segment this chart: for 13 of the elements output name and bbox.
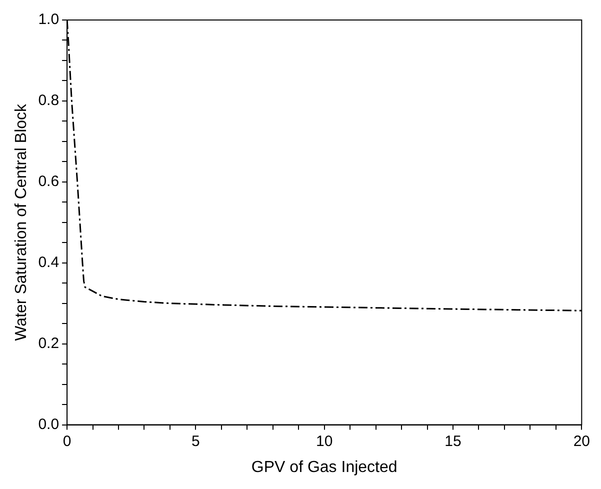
y-tick-label: 0.0: [38, 416, 60, 433]
y-tick-label: 0.6: [38, 173, 60, 190]
x-axis-title: GPV of Gas Injected: [251, 458, 398, 476]
x-tick-label: 10: [316, 432, 333, 450]
y-axis-title: Water Saturation of Central Block: [13, 102, 30, 341]
y-tick-label: 0.8: [38, 92, 60, 110]
x-tick-label: 0: [62, 432, 72, 450]
x-tick-label: 15: [444, 432, 462, 450]
y-tick-label: 0.2: [38, 334, 60, 352]
y-tick-label: 1.0: [38, 11, 60, 28]
x-tick-label: 5: [192, 432, 200, 450]
x-tick-label: 20: [573, 432, 590, 450]
y-tick-label: 0.4: [38, 254, 60, 272]
